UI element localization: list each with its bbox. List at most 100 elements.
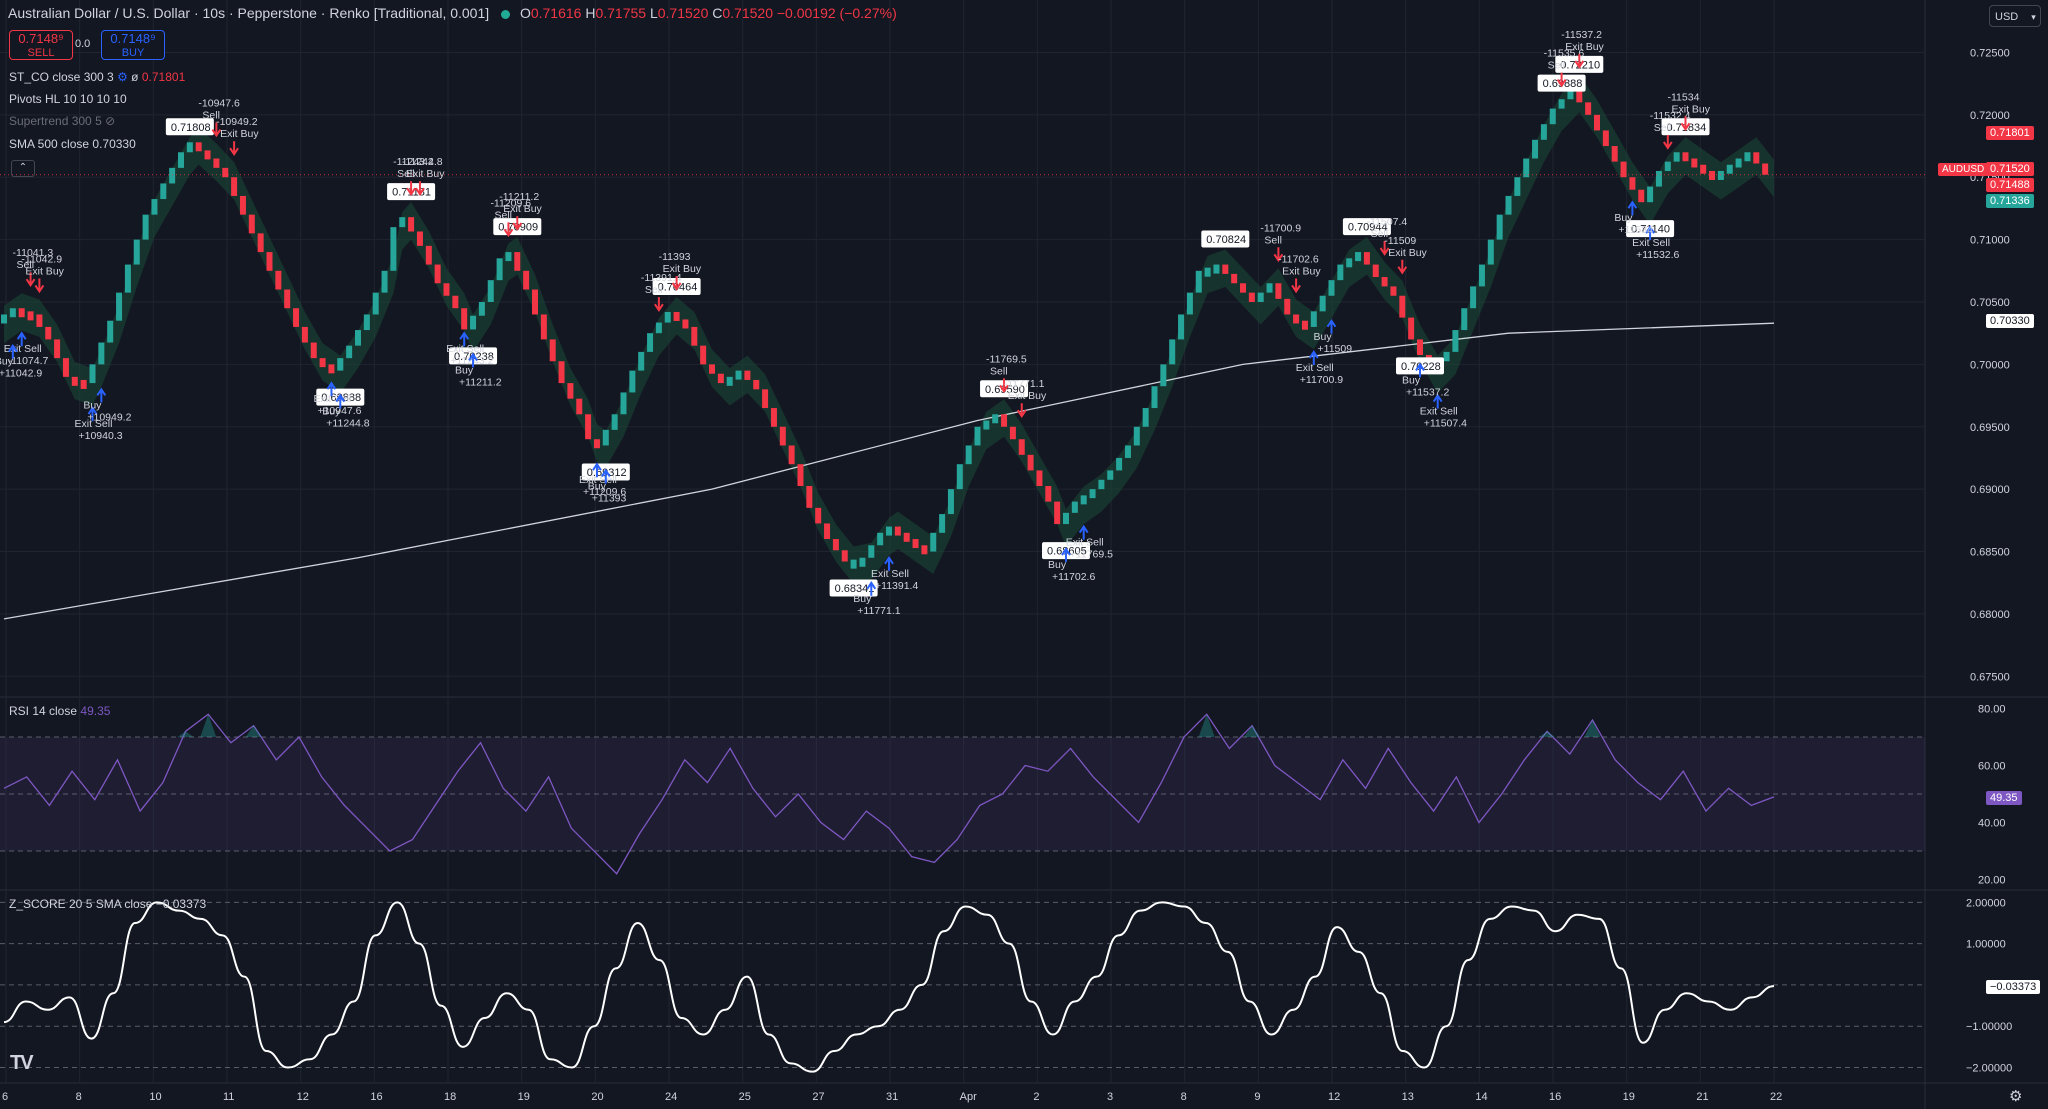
renko-brick (815, 507, 822, 524)
sell-arrow-icon (1680, 116, 1691, 132)
renko-brick (1124, 445, 1131, 458)
trade-annotation: -11041.3 (13, 247, 54, 259)
trade-annotation: Exit Sell (1632, 237, 1670, 249)
renko-brick (894, 526, 901, 536)
trade-annotation: Sell (202, 110, 220, 122)
buy-button[interactable]: 0.7148⁹ BUY (101, 30, 165, 60)
symbol-title[interactable]: Australian Dollar / U.S. Dollar · 10s · … (8, 5, 490, 21)
settings-icon[interactable]: ⚙ (117, 70, 128, 84)
renko-brick (1585, 102, 1592, 115)
renko-brick (1381, 277, 1388, 287)
renko-brick (1071, 501, 1078, 513)
renko-brick (1726, 164, 1733, 174)
sell-arrow-icon (1397, 259, 1408, 275)
renko-brick (965, 445, 972, 465)
renko-brick (45, 326, 52, 340)
renko-brick (1346, 258, 1353, 268)
renko-brick (1319, 295, 1326, 312)
renko-brick (399, 217, 406, 228)
buy-arrow-icon (468, 352, 478, 368)
trade-annotation: +11244.8 (326, 418, 369, 430)
renko-brick (1461, 308, 1468, 331)
indicator-zscore[interactable]: Z_SCORE 20 5 SMA close −0.03373 (9, 897, 206, 911)
buy-arrow-icon (87, 406, 98, 422)
indicator-zscore-value: −0.03373 (155, 897, 207, 911)
gear-icon[interactable]: ⚙ (2009, 1088, 2023, 1105)
renko-brick (1018, 439, 1025, 455)
time-axis-label: 3 (1107, 1091, 1113, 1103)
low-value: 0.71520 (657, 5, 709, 21)
time-axis-label: 19 (518, 1091, 530, 1103)
trade-annotation: Buy (322, 406, 341, 418)
renko-brick (1204, 267, 1211, 277)
symbol-tag: AUDUSD (1938, 163, 1989, 176)
renko-brick (1744, 152, 1751, 162)
sell-arrow-icon (211, 122, 222, 138)
renko-brick (231, 177, 238, 196)
renko-brick (372, 292, 379, 315)
renko-brick (1310, 311, 1317, 327)
time-axis-label: 24 (665, 1091, 677, 1103)
renko-brick (1240, 283, 1246, 293)
trade-annotation: Buy (1314, 331, 1333, 343)
price-axis-label: 0.72000 (1970, 110, 2010, 122)
trade-annotation: Exit Sell (446, 343, 484, 355)
buy-arrow-icon (459, 331, 470, 347)
indicator-st-co-value: 0.71801 (141, 70, 186, 84)
trade-annotation: -10949.2 (216, 116, 258, 128)
indicator-sma[interactable]: SMA 500 close 0.70330 (9, 137, 136, 151)
renko-brick (1169, 339, 1176, 365)
indicator-supertrend[interactable]: Supertrend 300 5 ⊘ (9, 114, 115, 128)
rsi-overbought-fill (200, 714, 217, 738)
time-axis-label: 22 (1770, 1091, 1782, 1103)
trade-annotation: +11700.9 (1300, 374, 1343, 386)
renko-brick (912, 539, 919, 549)
indicator-st-co[interactable]: ST_CO close 300 3 ⚙ ø 0.71801 (9, 70, 185, 84)
renko-brick (1399, 295, 1406, 318)
renko-brick (107, 320, 114, 343)
renko-brick (1284, 298, 1291, 315)
renko-brick (222, 167, 229, 178)
trade-annotation: +10949.2 (87, 411, 131, 423)
renko-brick (1505, 195, 1512, 215)
renko-brick (983, 420, 990, 430)
renko-brick (1700, 164, 1707, 174)
renko-brick (248, 214, 255, 234)
tradingview-logo[interactable]: TV (10, 1052, 34, 1074)
sell-arrow-icon (34, 278, 45, 294)
renko-brick (532, 289, 538, 315)
renko-brick (939, 514, 946, 533)
hidden-eye-icon[interactable]: ⊘ (105, 114, 116, 128)
renko-brick (806, 486, 813, 508)
indicator-pivots[interactable]: Pivots HL 10 10 10 10 (9, 92, 127, 106)
time-axis-label: 21 (1696, 1091, 1708, 1103)
trade-annotation: Exit Buy (1388, 247, 1427, 259)
renko-brick (346, 345, 353, 359)
renko-brick (1195, 270, 1202, 293)
indicator-rsi[interactable]: RSI 14 close 49.35 (9, 704, 110, 718)
renko-brick (1611, 146, 1618, 162)
buy-arrow-icon (1308, 350, 1319, 365)
sell-button[interactable]: 0.7148⁹ SELL (9, 30, 73, 60)
trade-annotation: Buy (455, 364, 474, 376)
trade-annotation: Sell (1654, 122, 1672, 134)
renko-brick (691, 326, 698, 346)
trade-annotation: Sell (17, 259, 35, 271)
rsi-axis-label: 40.00 (1978, 817, 2006, 829)
trade-annotation: Exit Buy (220, 128, 259, 140)
indicator-sma-label: SMA 500 close (9, 137, 90, 151)
price-tag-last: 0.71520 (1986, 162, 2034, 176)
rsi-axis-label: 80.00 (1978, 704, 2006, 716)
renko-brick (1054, 501, 1061, 525)
renko-brick (1496, 214, 1503, 240)
renko-brick (717, 373, 724, 384)
trade-annotation: +11534 (1618, 224, 1653, 236)
renko-brick (1673, 152, 1680, 162)
currency-select[interactable]: USD ▾ (1989, 5, 2041, 27)
trade-annotation: Exit Sell (1296, 362, 1334, 374)
renko-brick (1045, 486, 1052, 502)
collapse-legend-button[interactable]: ⌃ (11, 160, 35, 177)
trade-annotation: +11243.2 (450, 355, 493, 367)
renko-brick (956, 464, 963, 490)
